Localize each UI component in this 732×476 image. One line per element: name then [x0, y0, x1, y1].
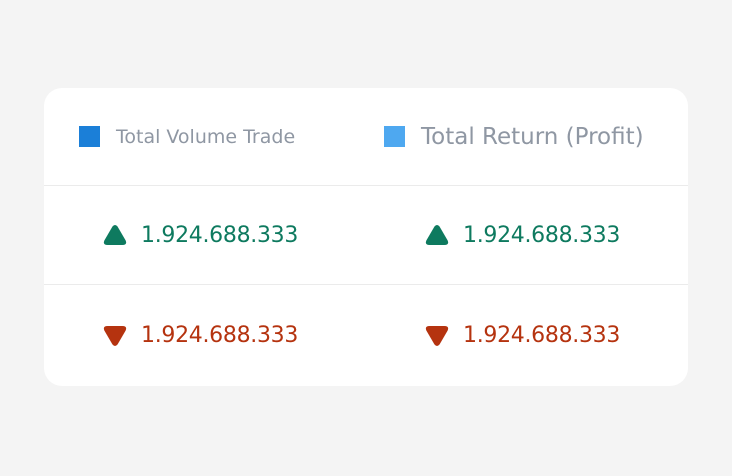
triangle-down-icon [425, 325, 449, 347]
legend-item-total-volume-trade: Total Volume Trade [44, 88, 380, 185]
volume-up-cell: 1.924.688.333 [44, 186, 380, 284]
return-down-cell: 1.924.688.333 [380, 285, 688, 386]
volume-down-cell: 1.924.688.333 [44, 285, 380, 386]
legend-item-total-return: Total Return (Profit) [380, 88, 688, 185]
table-row-up: 1.924.688.333 1.924.688.333 [44, 186, 688, 284]
volume-down-value: 1.924.688.333 [141, 323, 299, 348]
return-up-value: 1.924.688.333 [463, 222, 621, 248]
return-up-cell: 1.924.688.333 [380, 186, 688, 284]
row-divider [44, 185, 688, 186]
triangle-up-icon [103, 224, 127, 246]
table-row-down: 1.924.688.333 1.924.688.333 [44, 285, 688, 386]
row-divider [44, 284, 688, 285]
volume-swatch-icon [79, 126, 100, 147]
triangle-down-icon [103, 325, 127, 347]
stats-card: Total Volume Trade Total Return (Profit)… [44, 88, 688, 386]
legend-label-total-return: Total Return (Profit) [421, 123, 644, 150]
return-down-value: 1.924.688.333 [463, 323, 621, 348]
legend-row: Total Volume Trade Total Return (Profit) [44, 88, 688, 185]
volume-up-value: 1.924.688.333 [141, 222, 299, 248]
triangle-up-icon [425, 224, 449, 246]
legend-label-total-volume-trade: Total Volume Trade [116, 125, 296, 148]
return-swatch-icon [384, 126, 405, 147]
